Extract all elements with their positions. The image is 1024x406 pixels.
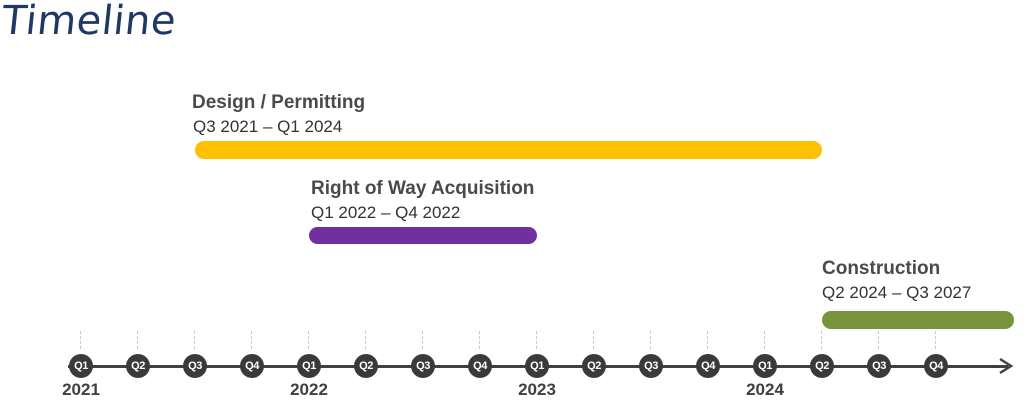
year-label: 2023 <box>518 380 556 399</box>
quarter-node: Q2 <box>582 354 606 378</box>
quarter-gridline <box>878 331 879 349</box>
quarter-gridline <box>707 331 708 349</box>
quarter-node: Q4 <box>240 354 264 378</box>
quarter-gridline <box>194 331 195 349</box>
arrow-right-icon <box>999 357 1014 375</box>
quarter-node: Q3 <box>411 354 435 378</box>
year-label: 2022 <box>290 380 328 399</box>
quarter-gridline <box>137 331 138 349</box>
quarter-node: Q4 <box>924 354 948 378</box>
quarter-gridline <box>764 331 765 349</box>
quarter-node: Q1 <box>297 354 321 378</box>
quarter-gridline <box>80 331 81 349</box>
quarter-node: Q1 <box>525 354 549 378</box>
quarter-gridline <box>308 331 309 349</box>
quarter-gridline <box>593 331 594 349</box>
quarter-gridline <box>365 331 366 349</box>
quarter-gridline <box>251 331 252 349</box>
phase-construction-bar <box>822 311 1014 329</box>
phase-construction-name: Construction <box>822 258 941 279</box>
quarter-node: Q1 <box>69 354 93 378</box>
quarter-node: Q3 <box>183 354 207 378</box>
phase-row-name: Right of Way Acquisition <box>311 178 535 199</box>
quarter-node: Q3 <box>867 354 891 378</box>
phase-row-range: Q1 2022 – Q4 2022 <box>311 203 461 222</box>
quarter-node: Q1 <box>753 354 777 378</box>
phase-design-name: Design / Permitting <box>192 92 366 113</box>
page-title: Timeline <box>0 0 179 44</box>
phase-construction-range: Q2 2024 – Q3 2027 <box>822 283 972 302</box>
quarter-node: Q2 <box>354 354 378 378</box>
year-label: 2021 <box>62 380 100 399</box>
quarter-gridline <box>821 331 822 349</box>
phase-row-bar <box>309 227 537 244</box>
phase-design-bar <box>195 141 822 159</box>
quarter-node: Q3 <box>639 354 663 378</box>
quarter-gridline <box>422 331 423 349</box>
quarter-node: Q4 <box>696 354 720 378</box>
phase-design-range: Q3 2021 – Q1 2024 <box>193 117 343 136</box>
quarter-node: Q4 <box>468 354 492 378</box>
quarter-gridline <box>479 331 480 349</box>
year-label: 2024 <box>746 380 784 399</box>
quarter-gridline <box>536 331 537 349</box>
quarter-node: Q2 <box>810 354 834 378</box>
quarter-gridline <box>650 331 651 349</box>
quarter-node: Q2 <box>126 354 150 378</box>
quarter-gridline <box>935 331 936 349</box>
